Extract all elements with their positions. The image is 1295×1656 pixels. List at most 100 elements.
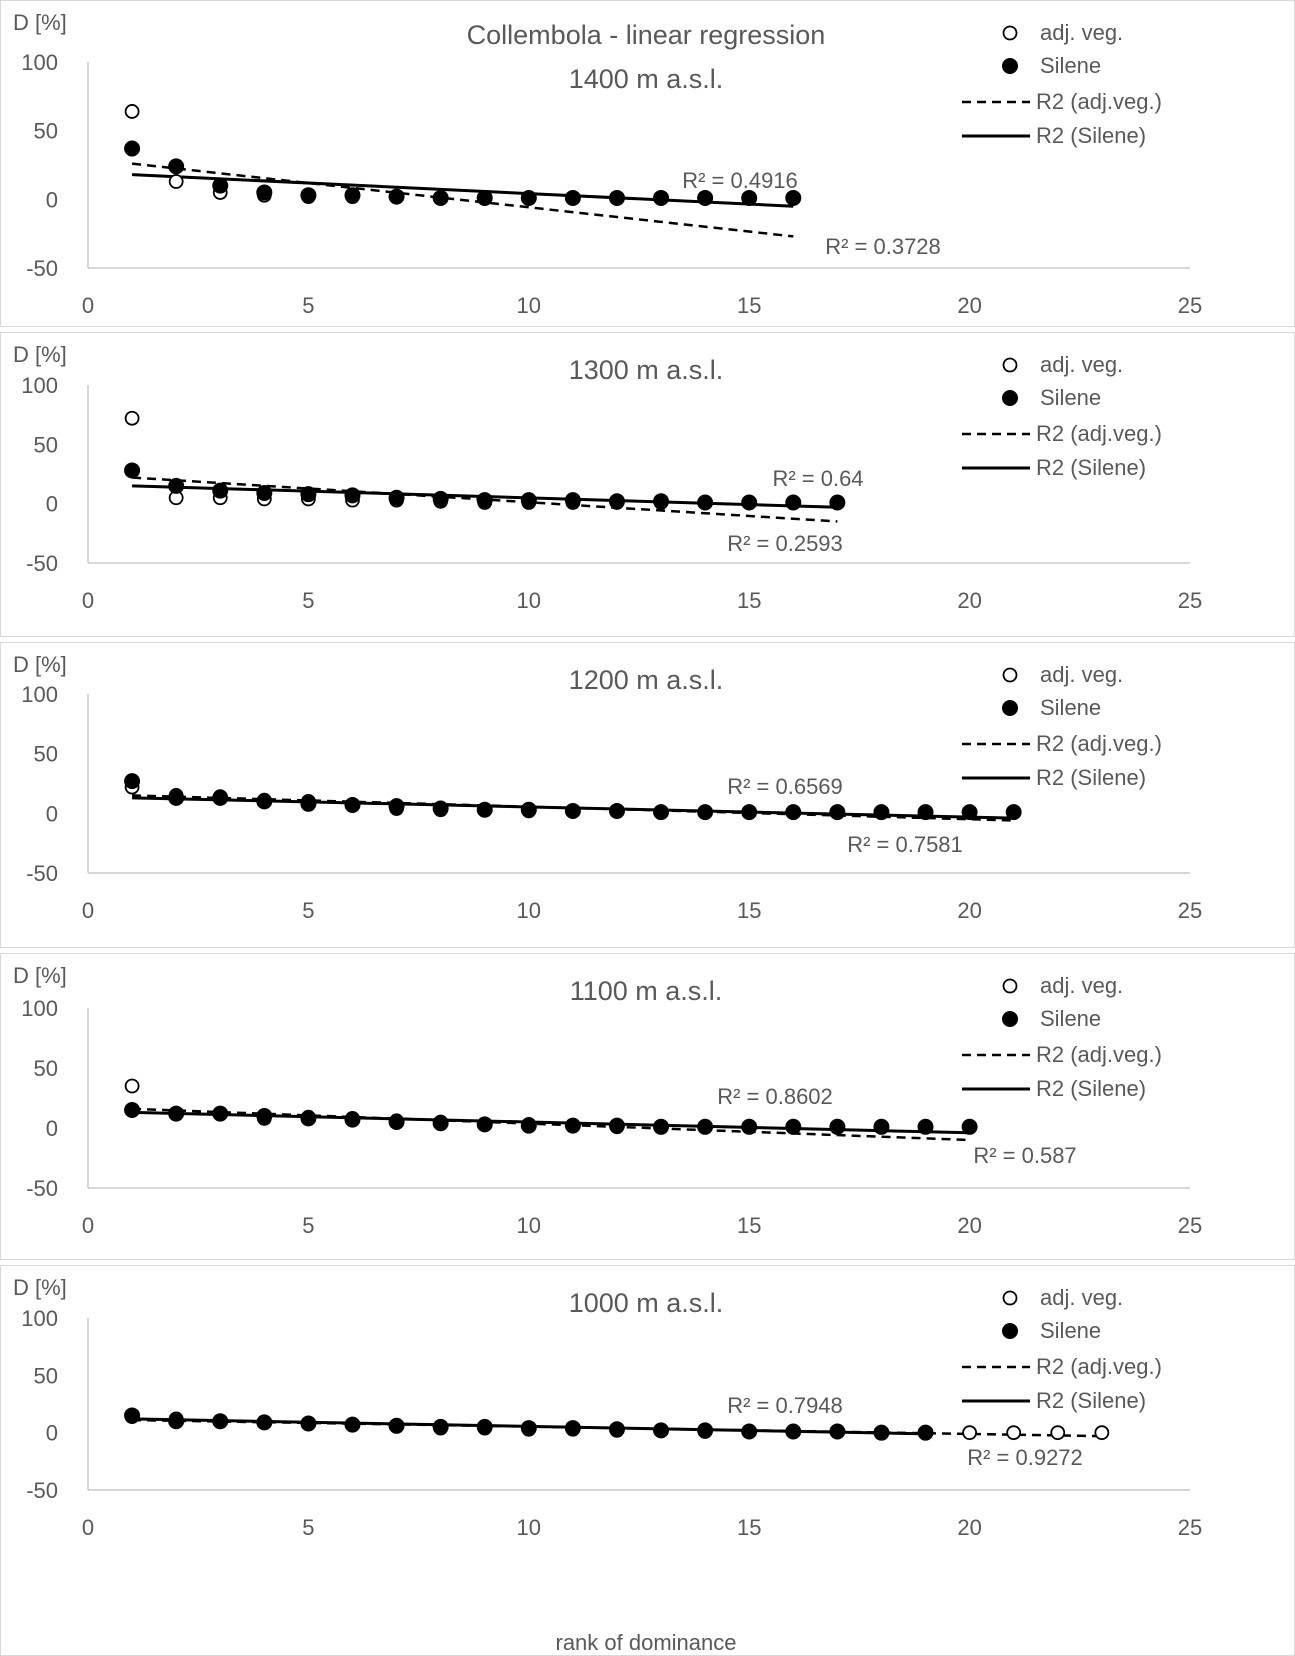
legend-label-r2-silene: R2 (Silene) — [1036, 123, 1146, 148]
point-silene — [873, 1118, 890, 1135]
x-tick-label: 25 — [1178, 1515, 1202, 1540]
point-adj-veg — [168, 174, 184, 189]
point-silene — [168, 477, 185, 494]
point-silene — [388, 798, 405, 815]
y-tick-label: 0 — [46, 1116, 58, 1141]
point-silene — [564, 1420, 581, 1437]
y-tick-label: 0 — [46, 801, 58, 826]
y-tick-label: 0 — [46, 492, 58, 517]
legend-marker-adj-veg — [1002, 357, 1018, 373]
x-tick-label: 25 — [1178, 588, 1202, 613]
y-tick-label: -50 — [26, 1478, 58, 1503]
point-silene — [697, 189, 714, 206]
y-axis-label: D [%] — [13, 342, 67, 367]
point-silene — [124, 773, 141, 790]
point-silene — [608, 493, 625, 510]
legend: adj. veg. Silene R2 (adj.veg.) R2 (Silene) — [962, 352, 1162, 480]
x-tick-label: 15 — [737, 1213, 761, 1238]
y-axis-label: D [%] — [13, 963, 67, 988]
legend-marker-adj-veg — [1002, 667, 1018, 683]
point-silene — [653, 1422, 670, 1439]
panel-subtitle: 1200 m a.s.l. — [569, 665, 724, 695]
point-silene — [476, 1418, 493, 1435]
point-silene — [168, 1105, 185, 1122]
y-axis-label: D [%] — [13, 10, 67, 35]
point-silene — [432, 189, 449, 206]
r2-label-adj-veg: R² = 0.2593 — [727, 531, 843, 556]
y-tick-label: -50 — [26, 551, 58, 576]
legend-label-r2-adj-veg: R2 (adj.veg.) — [1036, 1042, 1162, 1067]
point-silene — [741, 1118, 758, 1135]
point-silene — [256, 793, 273, 810]
point-silene — [476, 801, 493, 818]
point-silene — [344, 1111, 361, 1128]
panel-border — [0, 1265, 1295, 1656]
point-silene — [829, 494, 846, 511]
point-silene — [564, 492, 581, 509]
point-adj-veg — [962, 1425, 977, 1441]
point-silene — [168, 789, 185, 806]
legend-label-silene: Silene — [1040, 695, 1101, 720]
y-tick-label: 50 — [34, 1056, 58, 1081]
x-tick-label: 10 — [517, 588, 541, 613]
point-silene — [653, 493, 670, 510]
r2-label-silene: R² = 0.7948 — [727, 1393, 843, 1418]
point-silene — [873, 804, 890, 821]
x-tick-label: 0 — [82, 293, 94, 318]
x-tick-label: 20 — [957, 588, 981, 613]
x-tick-label: 5 — [302, 898, 314, 923]
point-silene — [388, 188, 405, 205]
point-silene — [256, 484, 273, 501]
figure-title: Collembola - linear regression — [467, 20, 826, 50]
point-silene — [608, 1117, 625, 1134]
point-adj-veg — [124, 1078, 140, 1094]
y-tick-label: 100 — [21, 373, 58, 398]
y-tick-label: 0 — [46, 187, 58, 212]
r2-label-silene: R² = 0.64 — [772, 466, 863, 491]
point-silene — [741, 189, 758, 206]
chart-panel: -50 0 50 100 0 5 10 15 20 25 D [%] 1000 m a.s.l. R² … — [0, 1265, 1295, 1656]
legend: adj. veg. Silene R2 (adj.veg.) R2 (Silene) — [962, 20, 1162, 148]
point-adj-veg — [1094, 1425, 1110, 1441]
x-tick-label: 0 — [82, 1515, 94, 1540]
panel-subtitle: 1000 m a.s.l. — [569, 1288, 724, 1318]
point-silene — [829, 1423, 846, 1440]
legend-label-r2-adj-veg: R2 (adj.veg.) — [1036, 731, 1162, 756]
point-silene — [917, 804, 934, 821]
y-tick-label: -50 — [26, 1176, 58, 1201]
legend-label-r2-silene: R2 (Silene) — [1036, 1076, 1146, 1101]
x-tick-label: 10 — [517, 1213, 541, 1238]
x-tick-label: 0 — [82, 588, 94, 613]
point-silene — [653, 804, 670, 821]
point-silene — [564, 802, 581, 819]
point-silene — [520, 1117, 537, 1134]
point-silene — [829, 1118, 846, 1135]
point-silene — [300, 486, 317, 503]
legend-label-r2-adj-veg: R2 (adj.veg.) — [1036, 421, 1162, 446]
point-silene — [741, 1423, 758, 1440]
legend-marker-adj-veg — [1002, 1290, 1018, 1306]
legend-label-r2-adj-veg: R2 (adj.veg.) — [1036, 1354, 1162, 1379]
panel-subtitle: 1300 m a.s.l. — [569, 355, 724, 385]
x-tick-label: 5 — [302, 588, 314, 613]
x-tick-label: 25 — [1178, 1213, 1202, 1238]
legend-marker-adj-veg — [1002, 978, 1018, 994]
x-tick-label: 15 — [737, 1515, 761, 1540]
panel-subtitle: 1100 m a.s.l. — [570, 976, 723, 1006]
y-tick-label: 0 — [46, 1421, 58, 1446]
legend-label-r2-silene: R2 (Silene) — [1036, 455, 1146, 480]
point-silene — [168, 1413, 185, 1430]
x-tick-label: 20 — [957, 1213, 981, 1238]
point-silene — [564, 1117, 581, 1134]
point-silene — [961, 804, 978, 821]
point-silene — [961, 1118, 978, 1135]
point-silene — [124, 1407, 141, 1424]
point-silene — [785, 804, 802, 821]
point-adj-veg — [1006, 1425, 1022, 1441]
legend-label-silene: Silene — [1040, 385, 1101, 410]
point-silene — [344, 796, 361, 813]
point-silene — [344, 1416, 361, 1433]
trendline-silene — [132, 173, 794, 208]
legend-label-adj-veg: adj. veg. — [1040, 973, 1123, 998]
